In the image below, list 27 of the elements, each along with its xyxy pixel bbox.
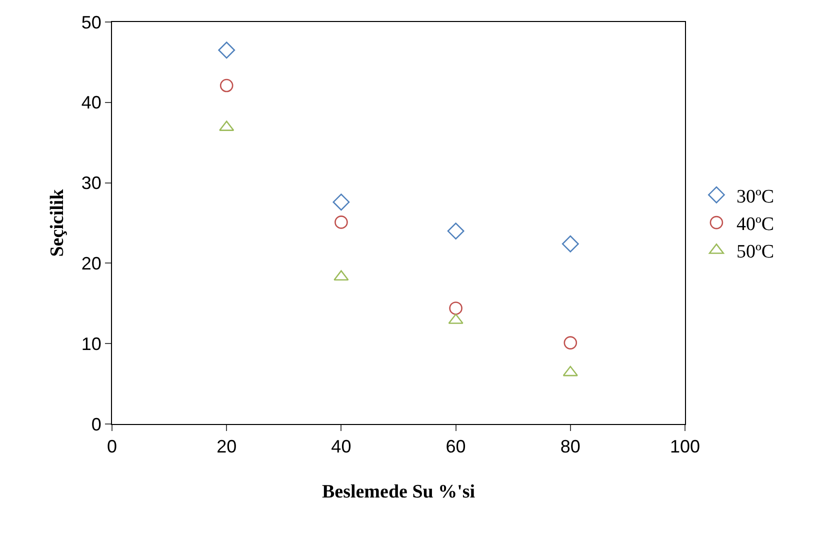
legend-label: 40ºC bbox=[736, 214, 774, 235]
y-tick-label: 20 bbox=[81, 254, 102, 274]
point bbox=[447, 222, 464, 240]
x-tick-label: 0 bbox=[106, 436, 118, 457]
point bbox=[564, 336, 578, 350]
y-axis-title: Seçicilik bbox=[47, 188, 68, 257]
point bbox=[218, 42, 236, 59]
point bbox=[562, 366, 578, 376]
x-tick-label: 60 bbox=[446, 436, 466, 457]
point bbox=[332, 194, 350, 211]
point bbox=[334, 270, 349, 281]
x-tick-label: 100 bbox=[670, 436, 700, 457]
x-tick-label: 40 bbox=[331, 436, 352, 457]
x-tick-label: 20 bbox=[216, 436, 237, 457]
x-axis-title: Beslemede Su %'si bbox=[322, 481, 476, 502]
point bbox=[220, 78, 234, 92]
point bbox=[334, 216, 348, 229]
y-tick-label: 40 bbox=[81, 92, 102, 113]
legend-label: 50ºC bbox=[736, 242, 774, 263]
y-tick-label: 30 bbox=[81, 173, 102, 194]
legend-label: 30ºC bbox=[736, 186, 774, 208]
x-tick-label: 80 bbox=[560, 436, 580, 457]
y-tick-label: 0 bbox=[91, 414, 102, 434]
y-tick-label: 50 bbox=[81, 12, 102, 32]
point bbox=[562, 235, 579, 252]
point bbox=[449, 302, 462, 315]
y-tick-label: 10 bbox=[81, 334, 102, 354]
